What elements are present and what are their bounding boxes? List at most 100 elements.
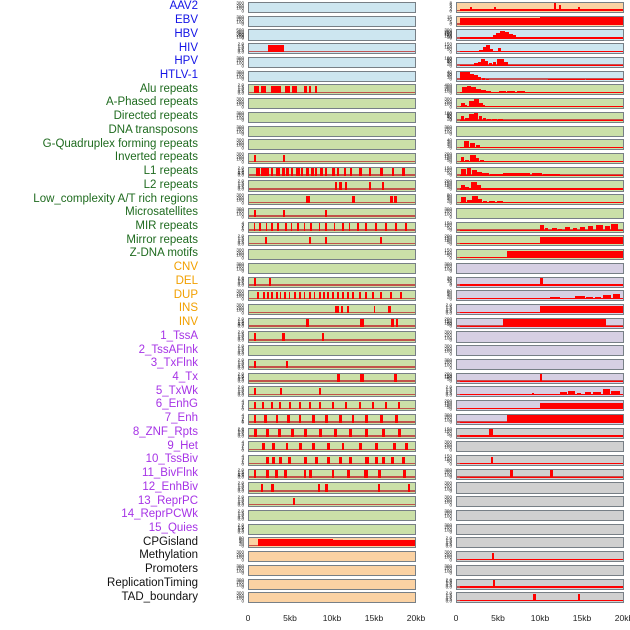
y-tick: 300 <box>236 0 244 6</box>
track-label-2-tssaflnk: 2_TssAFlnk <box>138 343 198 356</box>
bar <box>466 85 472 94</box>
y-tick: 1.0 <box>237 361 244 367</box>
track-right-cpgisland <box>456 537 624 549</box>
bar <box>365 456 369 465</box>
y-tick: 0 <box>449 502 452 508</box>
y-tick-labels: 0.0 0.5 1.0 1.5 2.0 <box>222 166 244 178</box>
bar <box>262 401 265 410</box>
plot-area <box>249 429 415 438</box>
track-left-cpgisland <box>248 537 416 549</box>
bar <box>543 174 560 176</box>
bar <box>303 470 307 478</box>
y-tick: 0.0 <box>237 392 244 398</box>
y-tick: 2.0 <box>445 302 452 308</box>
y-tick: 1.5 <box>445 537 452 543</box>
y-tick: 1.5 <box>237 84 244 90</box>
bar <box>576 392 582 396</box>
y-tick: 2.0 <box>237 357 244 363</box>
y-tick: 100 <box>236 197 244 203</box>
bar <box>345 401 348 410</box>
y-tick: 2 <box>241 224 244 230</box>
plot-area <box>457 483 623 492</box>
y-tick: 300 <box>236 247 244 253</box>
y-tick: 0.5 <box>237 377 244 383</box>
bar <box>497 119 503 121</box>
y-tick: 150 <box>444 247 452 253</box>
y-tick: 0.0 <box>237 337 244 343</box>
bar <box>563 297 572 300</box>
bar <box>253 154 256 163</box>
y-tick: 2 <box>241 416 244 422</box>
bar <box>380 237 383 245</box>
bar <box>395 415 399 423</box>
track-right-l1-repeats <box>456 166 624 178</box>
plot-area <box>457 332 623 341</box>
y-tick: 10 <box>446 143 452 149</box>
y-tick-labels: 0 50 100 150 <box>430 166 452 178</box>
bar <box>306 168 310 176</box>
y-tick-labels: 0 100 200 300 400 <box>430 83 452 95</box>
bar <box>325 415 328 423</box>
bar <box>540 305 623 314</box>
bar <box>385 223 387 231</box>
plot-area <box>457 209 623 218</box>
y-tick: 150 <box>444 373 452 379</box>
y-tick: 300 <box>236 563 244 569</box>
y-tick: 200 <box>236 195 244 201</box>
y-tick: 0 <box>449 49 452 55</box>
bar <box>599 202 609 204</box>
baseline <box>249 215 415 218</box>
plot-area <box>457 552 623 561</box>
bar <box>327 456 331 465</box>
y-tick: 0 <box>241 255 244 261</box>
plot-area <box>249 305 415 314</box>
y-tick-labels: 0 100 200 300 <box>430 523 452 535</box>
y-tick: 50 <box>446 252 452 258</box>
bar <box>378 484 381 492</box>
bar <box>482 201 487 204</box>
bar <box>288 291 291 300</box>
y-tick: 100 <box>444 167 452 173</box>
bar <box>322 291 325 300</box>
bar <box>573 228 577 231</box>
y-tick: 200 <box>236 71 244 77</box>
y-tick: 300 <box>236 69 244 75</box>
y-tick: 100 <box>236 74 244 80</box>
y-tick-labels: 0 100 200 300 <box>222 69 244 82</box>
bar <box>477 76 482 80</box>
y-tick: 0 <box>241 420 244 426</box>
bar <box>308 237 311 245</box>
y-tick: 0 <box>241 598 244 604</box>
y-tick: 20 <box>446 61 452 67</box>
y-tick: 20 <box>446 73 452 79</box>
y-tick: 1.0 <box>237 45 244 51</box>
y-tick: 0.0 <box>445 392 452 398</box>
bar <box>519 37 523 39</box>
y-tick: 0.0 <box>237 351 244 357</box>
bar <box>303 429 307 437</box>
bar <box>385 401 388 410</box>
track-right-mir-repeats <box>456 221 624 233</box>
y-tick: 2.0 <box>237 508 244 514</box>
bar <box>531 173 542 176</box>
y-tick: 50 <box>446 184 452 190</box>
track-label-3-txflnk: 3_TxFlnk <box>150 357 198 370</box>
y-tick: 300 <box>444 206 452 212</box>
bar <box>504 61 508 67</box>
bar <box>327 291 329 300</box>
y-tick: 0 <box>241 131 244 137</box>
y-tick: 0 <box>241 310 244 316</box>
bar <box>371 401 374 410</box>
bar <box>286 168 289 176</box>
bar <box>460 64 623 67</box>
track-right-del <box>456 276 624 288</box>
bar <box>360 374 364 382</box>
bar <box>368 182 371 190</box>
bar <box>253 470 257 478</box>
y-tick: 300 <box>236 261 244 267</box>
y-tick: 1.0 <box>237 279 244 285</box>
bar <box>500 59 504 67</box>
plot-area <box>457 72 623 81</box>
y-tick: 150 <box>444 181 452 187</box>
bar <box>288 456 291 465</box>
